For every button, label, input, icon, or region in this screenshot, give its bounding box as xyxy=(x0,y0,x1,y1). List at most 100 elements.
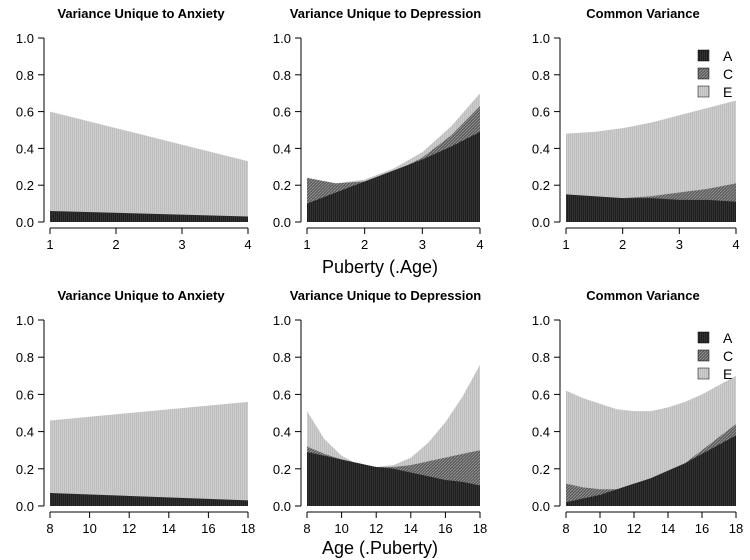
x-tick-label: 16 xyxy=(695,521,709,536)
x-tick-label: 8 xyxy=(562,521,569,536)
x-tick-label: 2 xyxy=(112,237,119,252)
y-tick-label: 0.8 xyxy=(16,350,34,365)
legend-label-a: A xyxy=(723,330,733,346)
y-tick-label: 0.6 xyxy=(273,387,291,402)
x-tick-label: 1 xyxy=(303,237,310,252)
y-tick-label: 1.0 xyxy=(532,31,550,46)
panel-title: Variance Unique to Anxiety xyxy=(57,288,225,303)
legend-label-c: C xyxy=(723,348,733,364)
panel-age-common: Common Variance 0.0 0.2 0.4 0.6 0.8 1.0 8 10 12 14… xyxy=(532,288,743,536)
y-tick-label: 0.0 xyxy=(273,215,291,230)
x-tick-label: 3 xyxy=(178,237,185,252)
legend-swatch-e xyxy=(697,85,710,98)
y-tick-label: 0.0 xyxy=(16,499,34,514)
x-tick-label: 10 xyxy=(593,521,607,536)
area-a xyxy=(566,194,736,222)
y-tick-label: 0.0 xyxy=(273,499,291,514)
y-tick-label: 0.2 xyxy=(273,178,291,193)
y-tick-label: 0.4 xyxy=(532,141,550,156)
y-tick-label: 0.2 xyxy=(16,462,34,477)
x-tick-label: 18 xyxy=(241,521,255,536)
x-tick-label: 4 xyxy=(244,237,251,252)
area-a xyxy=(307,131,480,222)
area-a xyxy=(50,210,248,222)
x-tick-label: 4 xyxy=(476,237,483,252)
y-tick-label: 0.8 xyxy=(532,350,550,365)
y-tick-label: 1.0 xyxy=(273,313,291,328)
panel-puberty-anxiety: Variance Unique to Anxiety 0.0 0.2 0.4 0.6 0.… xyxy=(16,6,252,252)
top-x-axis-label: Puberty (.Age) xyxy=(322,257,438,277)
y-tick-label: 0.2 xyxy=(273,462,291,477)
x-tick-label: 14 xyxy=(404,521,418,536)
legend-swatch-c xyxy=(697,67,710,80)
y-tick-label: 0.8 xyxy=(16,68,34,83)
x-tick-label: 2 xyxy=(619,237,626,252)
x-tick-label: 14 xyxy=(661,521,675,536)
panel-title: Common Variance xyxy=(586,6,699,21)
panel-title: Common Variance xyxy=(586,288,699,303)
x-tick-label: 10 xyxy=(82,521,96,536)
y-tick-label: 0.2 xyxy=(16,178,34,193)
x-tick-label: 4 xyxy=(732,237,739,252)
y-tick-label: 0.4 xyxy=(273,425,291,440)
legend-label-e: E xyxy=(723,84,732,100)
area-e xyxy=(50,111,248,222)
x-tick-label: 18 xyxy=(473,521,487,536)
x-tick-label: 14 xyxy=(162,521,176,536)
y-tick-label: 1.0 xyxy=(532,313,550,328)
y-tick-label: 0.6 xyxy=(532,387,550,402)
area-a xyxy=(307,452,480,506)
y-tick-label: 0.6 xyxy=(532,105,550,120)
y-tick-label: 0.0 xyxy=(532,215,550,230)
panel-puberty-depression: Variance Unique to Depression 0.0 0.2 0.4 0.… xyxy=(273,6,484,252)
y-tick-label: 0.0 xyxy=(16,215,34,230)
legend-label-a: A xyxy=(723,48,733,64)
x-tick-label: 12 xyxy=(369,521,383,536)
area-a xyxy=(566,435,736,506)
y-tick-label: 1.0 xyxy=(16,31,34,46)
y-tick-label: 1.0 xyxy=(16,313,34,328)
legend-swatch-c xyxy=(697,349,710,362)
y-tick-label: 1.0 xyxy=(273,31,291,46)
panel-title: Variance Unique to Anxiety xyxy=(57,6,225,21)
legend-swatch-e xyxy=(697,367,710,380)
legend-swatch-a xyxy=(697,331,710,344)
panel-title: Variance Unique to Depression xyxy=(290,6,482,21)
x-tick-label: 1 xyxy=(562,237,569,252)
y-tick-label: 0.2 xyxy=(532,178,550,193)
bottom-x-axis-label: Age (.Puberty) xyxy=(322,538,438,558)
y-tick-label: 0.8 xyxy=(273,350,291,365)
y-tick-label: 0.6 xyxy=(16,105,34,120)
panel-puberty-common: Common Variance 0.0 0.2 0.4 0.6 0.8 1.0 1 2 3 4 ACE xyxy=(532,6,740,252)
panel-age-anxiety: Variance Unique to Anxiety 0.0 0.2 0.4 0.6 0.… xyxy=(16,288,255,536)
x-tick-label: 3 xyxy=(676,237,683,252)
x-tick-label: 1 xyxy=(46,237,53,252)
x-tick-label: 8 xyxy=(46,521,53,536)
area-a xyxy=(50,492,248,506)
area-e xyxy=(50,401,248,506)
panel-title: Variance Unique to Depression xyxy=(290,288,482,303)
x-tick-label: 18 xyxy=(729,521,743,536)
y-tick-label: 0.4 xyxy=(16,425,34,440)
y-tick-label: 0.6 xyxy=(273,105,291,120)
y-tick-label: 0.0 xyxy=(532,499,550,514)
x-tick-label: 16 xyxy=(438,521,452,536)
legend-swatch-a xyxy=(697,49,710,62)
y-tick-label: 0.8 xyxy=(532,68,550,83)
y-tick-label: 0.8 xyxy=(273,68,291,83)
x-tick-label: 2 xyxy=(361,237,368,252)
x-tick-label: 16 xyxy=(201,521,215,536)
y-tick-label: 0.4 xyxy=(532,425,550,440)
y-tick-label: 0.4 xyxy=(16,141,34,156)
legend-label-c: C xyxy=(723,66,733,82)
x-tick-label: 10 xyxy=(334,521,348,536)
y-tick-label: 0.4 xyxy=(273,141,291,156)
legend-label-e: E xyxy=(723,366,732,382)
y-tick-label: 0.6 xyxy=(16,387,34,402)
panel-age-depression: Variance Unique to Depression 0.0 0.2 0.4 0.… xyxy=(273,288,487,536)
x-tick-label: 8 xyxy=(303,521,310,536)
x-tick-label: 3 xyxy=(419,237,426,252)
x-tick-label: 12 xyxy=(627,521,641,536)
x-tick-label: 12 xyxy=(122,521,136,536)
